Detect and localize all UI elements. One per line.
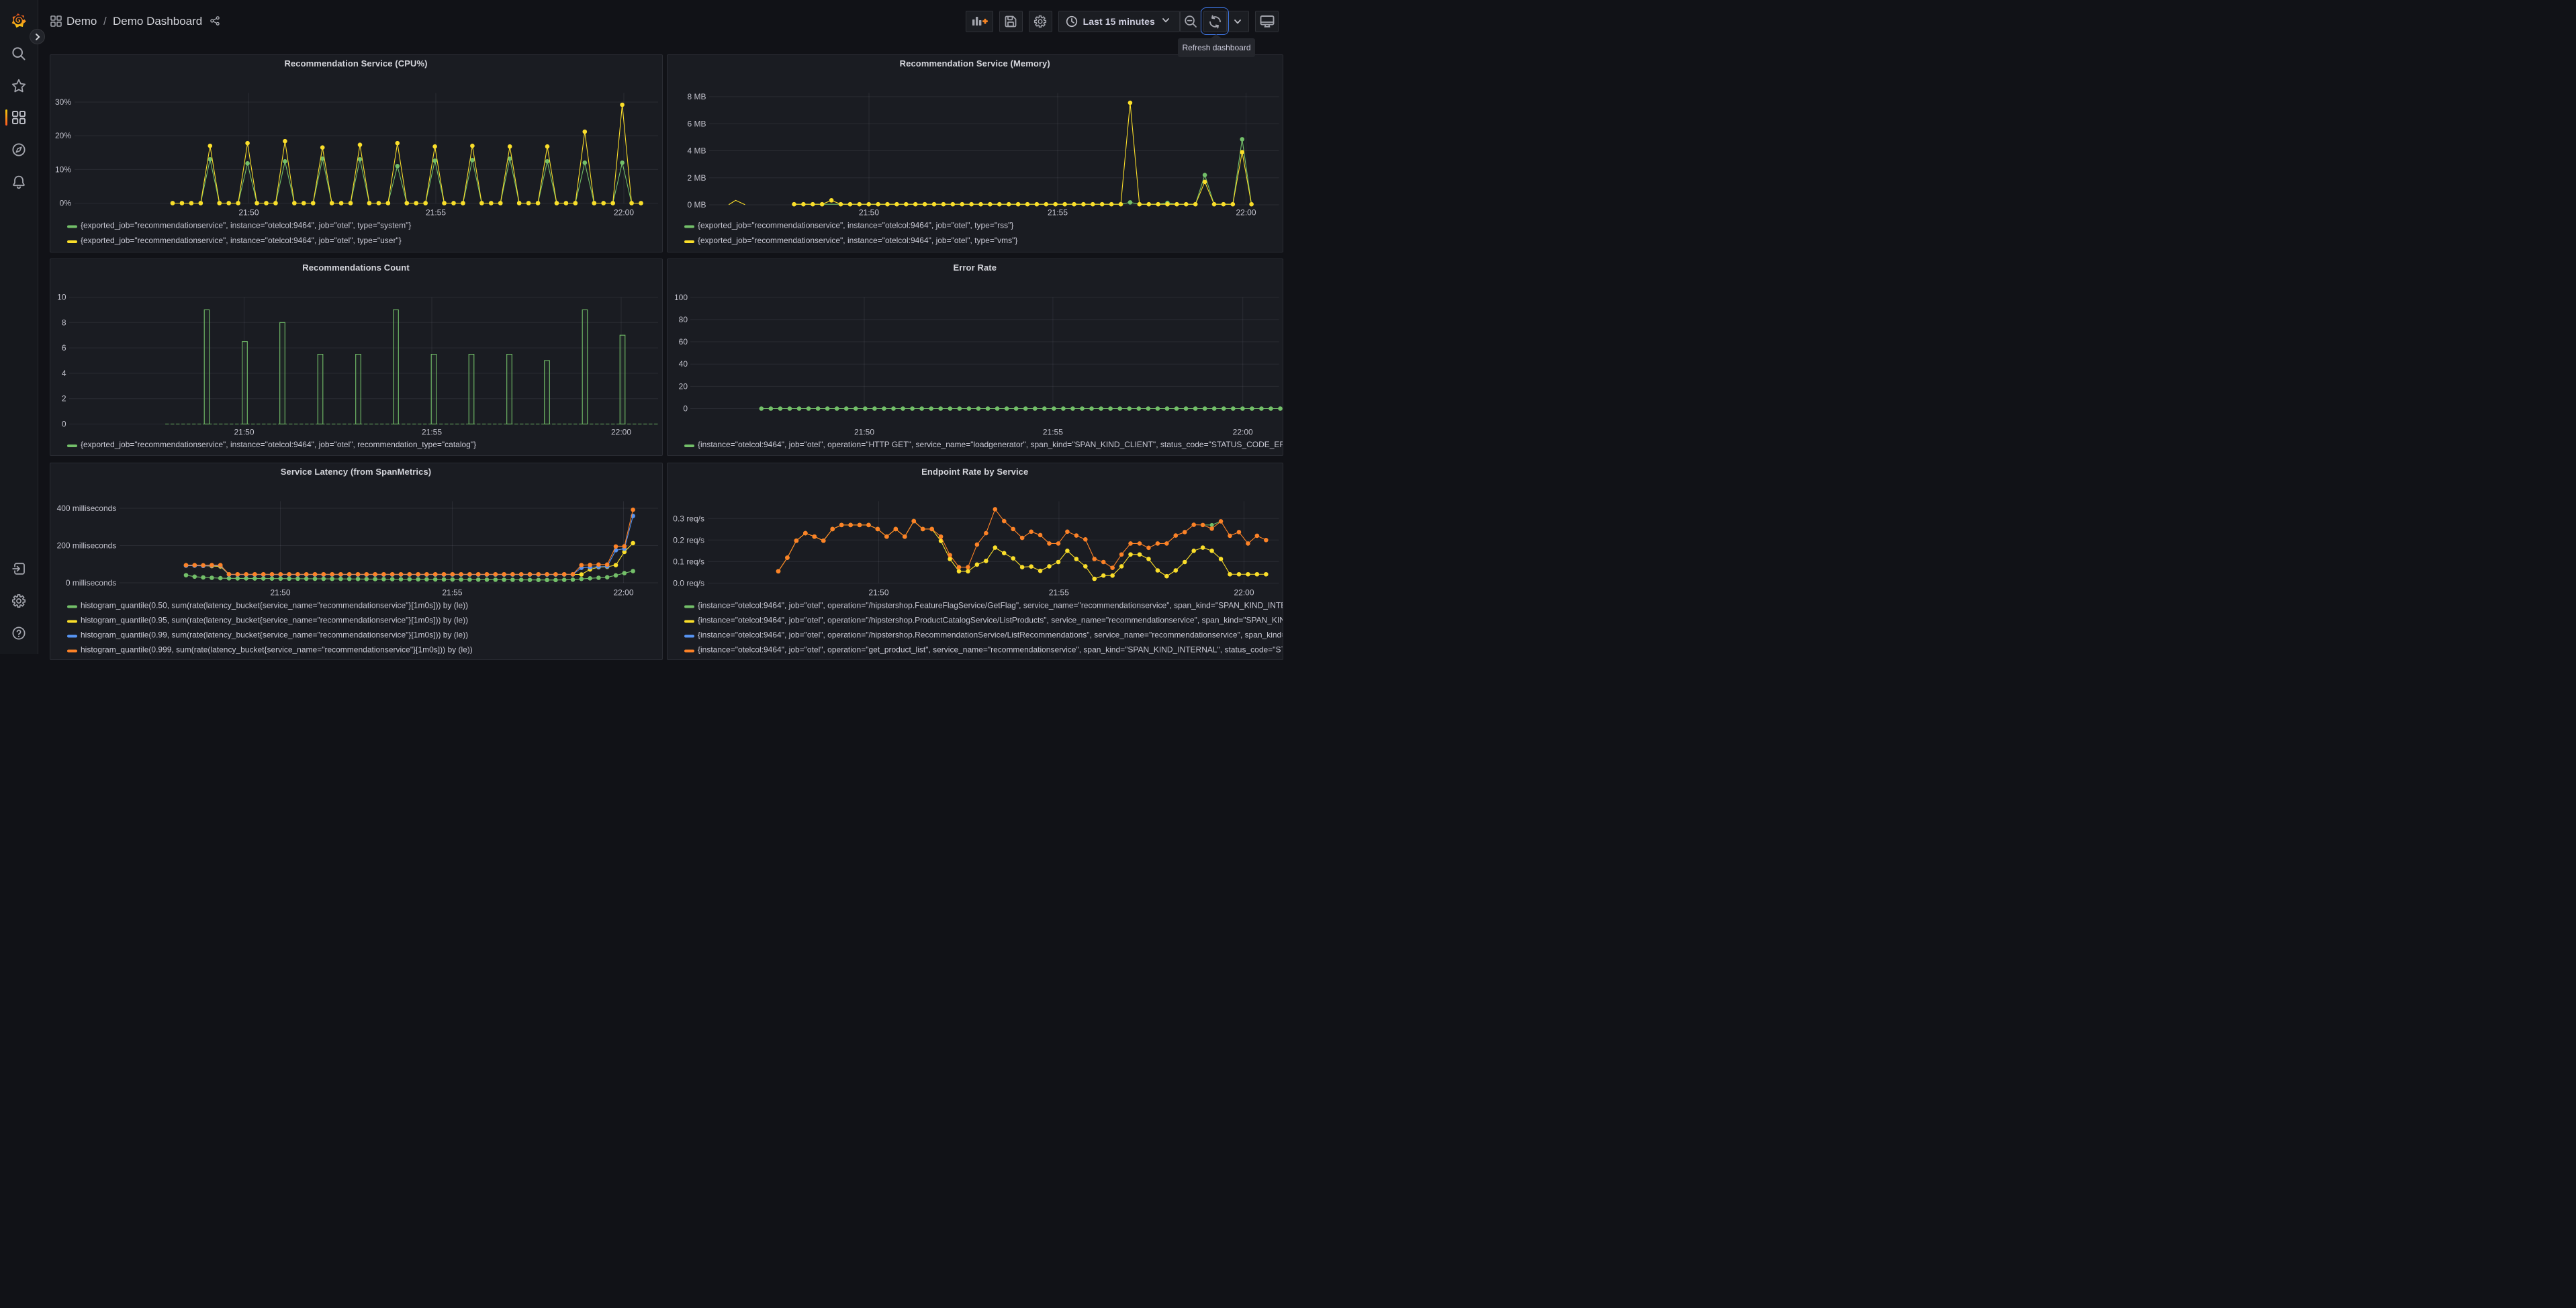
svg-text:21:55: 21:55 <box>1048 588 1068 597</box>
svg-text:21:50: 21:50 <box>868 588 888 597</box>
svg-text:0.2 req/s: 0.2 req/s <box>673 535 704 545</box>
svg-text:2 MB: 2 MB <box>687 173 706 182</box>
svg-text:{exported_job="recommendations: {exported_job="recommendationservice", i… <box>698 220 1013 230</box>
svg-text:80: 80 <box>678 314 688 324</box>
svg-text:{exported_job="recommendations: {exported_job="recommendationservice", i… <box>81 220 411 230</box>
svg-text:0: 0 <box>61 419 66 428</box>
svg-text:21:50: 21:50 <box>238 207 259 217</box>
svg-text:22:00: 22:00 <box>1234 588 1254 597</box>
svg-text:{instance="otelcol:9464", job=: {instance="otelcol:9464", job="otel", op… <box>698 630 1284 639</box>
svg-text:60: 60 <box>678 337 688 346</box>
svg-text:200 milliseconds: 200 milliseconds <box>56 541 116 550</box>
svg-text:{instance="otelcol:9464", job=: {instance="otelcol:9464", job="otel", op… <box>698 600 1284 610</box>
svg-text:histogram_quantile(0.50, sum(r: histogram_quantile(0.50, sum(rate(latenc… <box>81 600 468 610</box>
svg-text:30%: 30% <box>54 97 71 106</box>
svg-text:histogram_quantile(0.99, sum(r: histogram_quantile(0.99, sum(rate(latenc… <box>81 630 468 639</box>
svg-text:8: 8 <box>61 318 66 327</box>
svg-text:21:55: 21:55 <box>1042 427 1062 436</box>
svg-text:21:55: 21:55 <box>421 427 441 436</box>
svg-text:{exported_job="recommendations: {exported_job="recommendationservice", i… <box>81 440 476 449</box>
svg-text:histogram_quantile(0.999, sum(: histogram_quantile(0.999, sum(rate(laten… <box>81 645 473 654</box>
svg-text:0 milliseconds: 0 milliseconds <box>65 578 116 588</box>
svg-text:0.1 req/s: 0.1 req/s <box>673 557 704 566</box>
svg-text:40: 40 <box>678 359 688 369</box>
svg-text:22:00: 22:00 <box>1232 427 1252 436</box>
svg-text:0: 0 <box>683 404 688 413</box>
svg-text:20%: 20% <box>54 131 71 140</box>
svg-text:{exported_job="recommendations: {exported_job="recommendationservice", i… <box>81 236 402 245</box>
svg-text:21:50: 21:50 <box>234 427 254 436</box>
svg-text:22:00: 22:00 <box>610 427 631 436</box>
svg-text:21:50: 21:50 <box>854 427 874 436</box>
svg-text:6 MB: 6 MB <box>687 119 706 128</box>
svg-text:{exported_job="recommendations: {exported_job="recommendationservice", i… <box>698 236 1017 245</box>
svg-text:8 MB: 8 MB <box>687 92 706 101</box>
svg-text:21:55: 21:55 <box>425 207 445 217</box>
svg-text:0 MB: 0 MB <box>687 200 706 209</box>
svg-text:0%: 0% <box>59 198 71 207</box>
svg-text:400 milliseconds: 400 milliseconds <box>56 504 116 513</box>
svg-text:22:00: 22:00 <box>613 207 633 217</box>
svg-text:10: 10 <box>57 292 66 301</box>
svg-text:4 MB: 4 MB <box>687 146 706 155</box>
svg-text:0.3 req/s: 0.3 req/s <box>673 514 704 523</box>
svg-text:4: 4 <box>61 368 66 377</box>
svg-text:22:00: 22:00 <box>613 588 633 597</box>
svg-text:21:50: 21:50 <box>270 588 290 597</box>
svg-text:20: 20 <box>678 381 688 391</box>
svg-text:0.0 req/s: 0.0 req/s <box>673 578 704 588</box>
svg-text:22:00: 22:00 <box>1236 207 1256 217</box>
svg-text:6: 6 <box>61 343 66 353</box>
svg-text:{instance="otelcol:9464", job=: {instance="otelcol:9464", job="otel", op… <box>698 440 1284 449</box>
svg-text:21:55: 21:55 <box>442 588 462 597</box>
svg-text:2: 2 <box>61 393 66 403</box>
svg-text:{instance="otelcol:9464", job=: {instance="otelcol:9464", job="otel", op… <box>698 645 1284 654</box>
svg-text:100: 100 <box>674 292 687 301</box>
svg-text:10%: 10% <box>54 165 71 174</box>
svg-text:21:50: 21:50 <box>858 207 878 217</box>
svg-text:{instance="otelcol:9464", job=: {instance="otelcol:9464", job="otel", op… <box>698 615 1284 624</box>
svg-text:21:55: 21:55 <box>1047 207 1067 217</box>
svg-text:histogram_quantile(0.95, sum(r: histogram_quantile(0.95, sum(rate(latenc… <box>81 615 468 624</box>
